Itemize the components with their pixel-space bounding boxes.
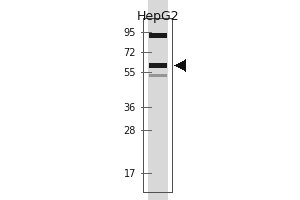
Text: HepG2: HepG2 bbox=[137, 10, 179, 23]
Text: 17: 17 bbox=[124, 169, 136, 179]
Text: 28: 28 bbox=[124, 126, 136, 136]
Text: 36: 36 bbox=[124, 103, 136, 113]
Text: 72: 72 bbox=[124, 48, 136, 58]
Text: 55: 55 bbox=[124, 68, 136, 78]
Text: 95: 95 bbox=[124, 28, 136, 38]
